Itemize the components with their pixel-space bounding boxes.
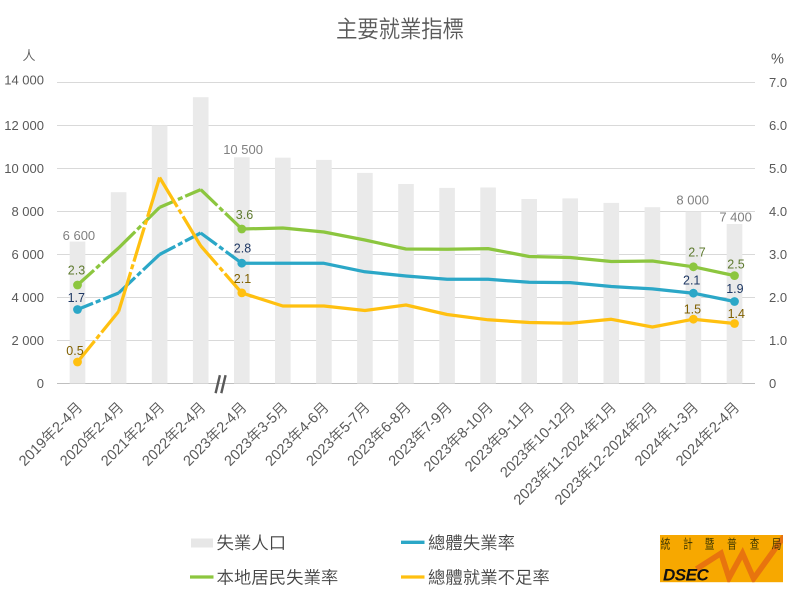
svg-text:2.1: 2.1: [234, 272, 251, 286]
svg-text:2.7: 2.7: [688, 246, 705, 260]
svg-text:2.0: 2.0: [769, 290, 787, 305]
svg-text:1.5: 1.5: [684, 302, 701, 316]
svg-text:2.5: 2.5: [727, 257, 744, 271]
svg-text:DSEC: DSEC: [663, 566, 709, 585]
svg-text:2 000: 2 000: [11, 333, 44, 348]
svg-text:0: 0: [769, 376, 776, 391]
svg-text:3.6: 3.6: [236, 208, 253, 222]
svg-text:14 000: 14 000: [4, 73, 44, 88]
svg-text:4.0: 4.0: [769, 204, 787, 219]
svg-text:1.4: 1.4: [728, 307, 745, 321]
svg-text:0.5: 0.5: [66, 344, 83, 358]
svg-text:10 500: 10 500: [223, 142, 263, 157]
svg-text:4 000: 4 000: [11, 290, 44, 305]
svg-text:12 000: 12 000: [4, 118, 44, 133]
svg-text:2.1: 2.1: [683, 274, 700, 288]
svg-text:1.0: 1.0: [769, 333, 787, 348]
svg-text:6 600: 6 600: [63, 228, 96, 243]
svg-text:1.7: 1.7: [68, 291, 85, 305]
svg-text:%: %: [771, 52, 784, 68]
svg-text:3.0: 3.0: [769, 247, 787, 262]
svg-text:10 000: 10 000: [4, 161, 44, 176]
svg-text:2.3: 2.3: [68, 264, 85, 278]
svg-text:8 000: 8 000: [11, 204, 44, 219]
svg-text:6 000: 6 000: [11, 247, 44, 262]
svg-text:5.0: 5.0: [769, 161, 787, 176]
svg-text:1.9: 1.9: [726, 282, 743, 296]
svg-text:6.0: 6.0: [769, 118, 787, 133]
svg-text:2.8: 2.8: [234, 241, 251, 255]
svg-text:7 400: 7 400: [719, 210, 752, 225]
svg-text:7.0: 7.0: [769, 75, 787, 90]
svg-text:0: 0: [37, 376, 44, 391]
svg-text:8 000: 8 000: [676, 193, 709, 208]
